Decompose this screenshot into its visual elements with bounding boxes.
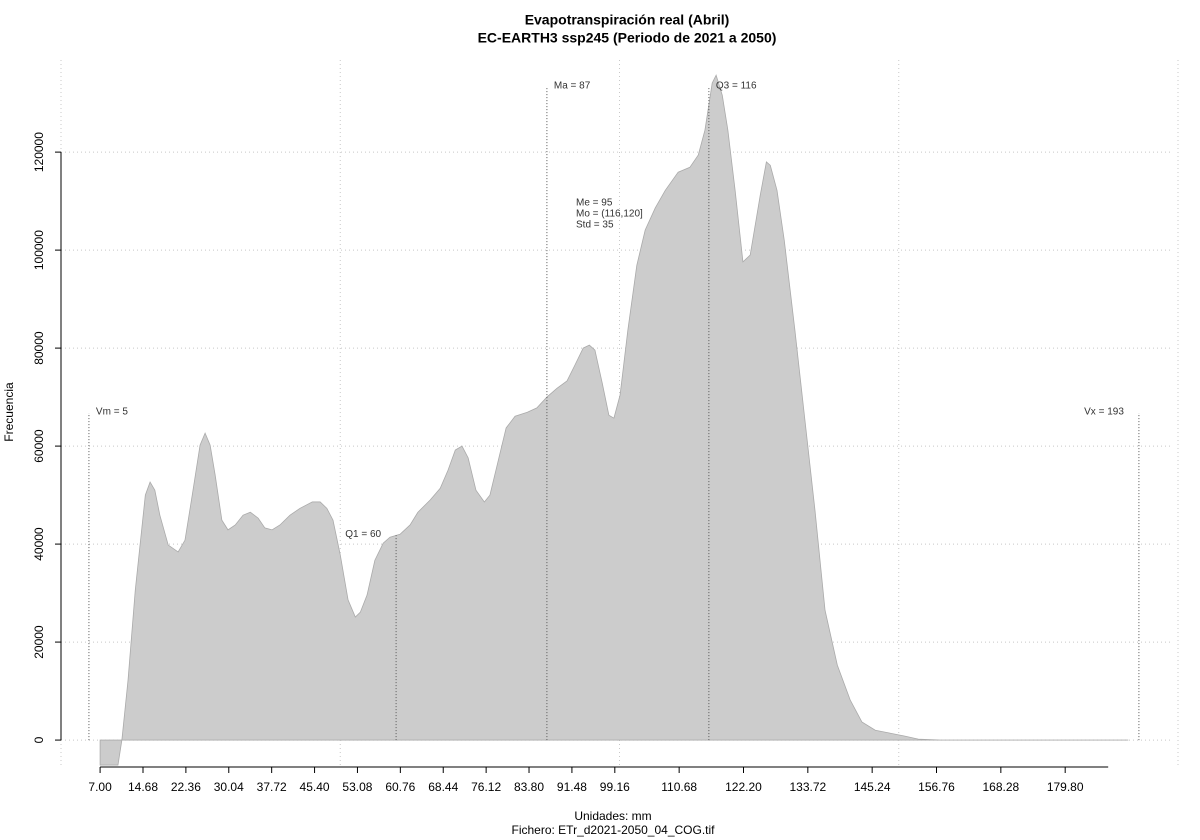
x-tick-label: 14.68 bbox=[128, 780, 158, 794]
y-tick-label: 20000 bbox=[32, 625, 46, 659]
caption: Fichero: ETr_d2021-2050_04_COG.tif bbox=[512, 823, 716, 837]
x-tick-label: 99.16 bbox=[600, 780, 630, 794]
x-tick-label: 76.12 bbox=[471, 780, 501, 794]
x-tick-label: 45.40 bbox=[300, 780, 330, 794]
x-tick-label: 145.24 bbox=[854, 780, 891, 794]
chart-title: Evapotranspiración real (Abril) bbox=[525, 12, 730, 28]
marker-label: Vm = 5 bbox=[96, 407, 128, 418]
y-tick-label: 40000 bbox=[32, 527, 46, 561]
y-axis-label: Frecuencia bbox=[2, 382, 16, 442]
x-tick-label: 110.68 bbox=[661, 780, 697, 794]
x-tick-label: 156.76 bbox=[918, 780, 955, 794]
x-tick-label: 91.48 bbox=[557, 780, 587, 794]
marker-label: Ma = 87 bbox=[554, 81, 591, 92]
x-tick-label: 68.44 bbox=[428, 780, 458, 794]
x-tick-label: 37.72 bbox=[257, 780, 287, 794]
stat-label: Mo = (116,120] bbox=[576, 209, 643, 220]
marker-label: Vx = 193 bbox=[1084, 407, 1124, 418]
marker-label: Q3 = 116 bbox=[716, 81, 757, 92]
stat-label: Me = 95 bbox=[576, 198, 613, 209]
x-tick-label: 179.80 bbox=[1047, 780, 1084, 794]
x-tick-label: 122.20 bbox=[725, 780, 762, 794]
y-tick-label: 0 bbox=[32, 736, 46, 743]
stat-label: Std = 35 bbox=[576, 220, 614, 231]
chart-subtitle: EC-EARTH3 ssp245 (Periodo de 2021 a 2050… bbox=[478, 30, 777, 46]
x-tick-label: 83.80 bbox=[514, 780, 544, 794]
x-tick-label: 22.36 bbox=[171, 780, 201, 794]
x-tick-label: 7.00 bbox=[88, 780, 112, 794]
y-tick-label: 60000 bbox=[32, 429, 46, 463]
x-tick-label: 30.04 bbox=[214, 780, 244, 794]
y-tick-label: 100000 bbox=[32, 230, 46, 270]
x-axis-label: Unidades: mm bbox=[574, 809, 651, 823]
x-tick-label: 60.76 bbox=[385, 780, 415, 794]
y-tick-label: 120000 bbox=[32, 132, 46, 172]
x-tick-label: 53.08 bbox=[342, 780, 372, 794]
y-tick-label: 80000 bbox=[32, 331, 46, 365]
x-tick-label: 133.72 bbox=[789, 780, 826, 794]
marker-label: Q1 = 60 bbox=[345, 529, 381, 540]
area bbox=[99, 74, 1129, 766]
x-tick-label: 168.28 bbox=[982, 780, 1019, 794]
